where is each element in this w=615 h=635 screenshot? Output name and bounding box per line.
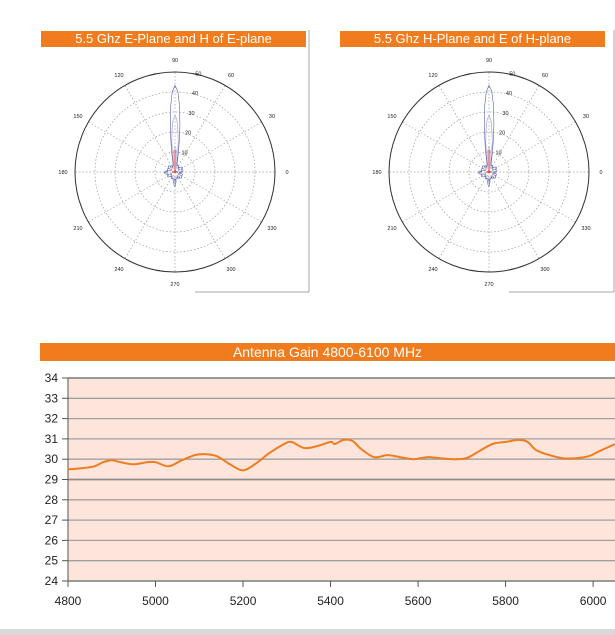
polar-spoke [174,121,262,173]
y-tick-label: 28 [45,493,59,507]
polar-outer-circle [388,71,590,273]
y-tick-label: 25 [45,554,59,568]
angle-label: 210 [73,226,82,232]
radial-label: 20 [499,131,505,137]
y-tick-label: 31 [45,432,59,446]
radial-label: 10 [495,150,501,156]
y-tick-label: 33 [45,391,59,405]
polar-title: 5.5 Ghz E-Plane and H of E-plane [41,31,306,47]
polar-outer-circle [74,71,276,273]
y-tick-label: 26 [45,533,59,547]
pattern-trace-tertiary [480,145,496,182]
x-tick-label: 5400 [317,594,344,608]
pattern-trace-tertiary [166,145,182,182]
y-tick-label: 30 [45,452,59,466]
radial-label: 40 [192,91,198,97]
angle-label: 120 [428,73,437,79]
angle-label: 0 [285,170,288,176]
y-tick-label: 29 [45,473,59,487]
radial-label: 10 [181,150,187,156]
radial-label: 50 [509,72,515,78]
polar-spoke [488,121,576,173]
angle-label: 90 [486,58,492,64]
polar-ring [154,151,196,193]
polar-chart: 9060300330300270240210180150120102030405… [58,30,310,293]
angle-label: 330 [581,226,590,232]
gain-chart-title: Antenna Gain 4800-6100 MHz [40,343,615,361]
polar-spoke [174,85,226,173]
angle-label: 30 [269,114,275,120]
y-tick-label: 24 [45,574,59,588]
radial-label: 30 [502,111,508,117]
pattern-trace-primary [163,84,184,187]
polar-panel-e-plane: 5.5 Ghz E-Plane and H of E-plane 90 60 30 0… [0,0,310,300]
radial-label: 30 [188,111,194,117]
polar-panel-h-plane: 5.5 Ghz H-Plane and E of H-plane 90 60 30 0… [310,0,615,300]
angle-label: 30 [583,114,589,120]
polar-spoke [402,171,490,223]
angle-label: 270 [170,282,179,288]
y-tick-label: 27 [45,513,59,527]
gain-chart-panel: Antenna Gain 4800-6100 MHz 24 25 26 27 28 29 3… [0,340,615,620]
polar-spoke [124,85,176,173]
footer-divider [0,629,615,635]
angle-label: 240 [428,267,437,273]
pattern-trace-primary [477,84,498,187]
polar-spoke [488,171,540,259]
polar-spoke [438,85,490,173]
angle-label: 300 [540,267,549,273]
y-tick-label: 32 [45,412,59,426]
x-tick-label: 4800 [55,594,82,608]
angle-label: 60 [542,73,548,79]
polar-spoke [438,171,490,259]
polar-spoke [174,171,226,259]
angle-label: 150 [387,114,396,120]
x-tick-label: 5600 [405,594,432,608]
angle-label: 300 [226,267,235,273]
angle-label: 330 [267,226,276,232]
polar-ring [94,91,256,253]
polar-spoke [88,121,176,173]
polar-spoke [174,171,262,223]
gain-line-chart: 24 25 26 27 28 29 30 31 32 33 34 4800 5000 5200 5400 56… [45,371,615,608]
angle-label: 90 [172,58,178,64]
radial-label: 40 [506,91,512,97]
x-tick-label: 5000 [142,594,169,608]
x-tick-label: 6000 [580,594,607,608]
polar-title: 5.5 Ghz H-Plane and E of H-plane [340,31,605,47]
y-tick-label: 34 [45,371,59,385]
angle-label: 180 [372,170,381,176]
polar-spoke [88,171,176,223]
polar-spoke [124,171,176,259]
angle-label: 0 [599,170,602,176]
polar-spoke [488,171,576,223]
polar-spoke [402,121,490,173]
x-tick-label: 5200 [230,594,257,608]
polar-ring [408,91,570,253]
angle-label: 180 [58,170,67,176]
angle-label: 120 [114,73,123,79]
angle-label: 210 [387,226,396,232]
radial-label: 50 [195,72,201,78]
gain-series-line [67,438,615,472]
polar-chart: 9060300330300270240210180150120102030405… [372,30,615,293]
x-tick-label: 5800 [492,594,519,608]
radial-label: 20 [185,131,191,137]
angle-label: 150 [73,114,82,120]
angle-label: 60 [228,73,234,79]
angle-label: 270 [484,282,493,288]
angle-label: 240 [114,267,123,273]
polar-spoke [488,85,540,173]
polar-ring [468,151,510,193]
